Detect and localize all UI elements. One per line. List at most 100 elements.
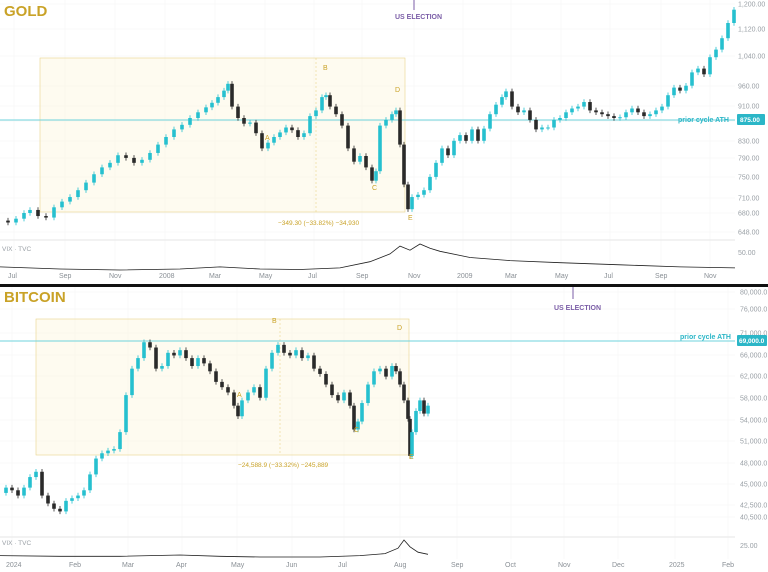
candle <box>290 124 294 133</box>
candle <box>70 495 74 504</box>
candle <box>458 132 462 144</box>
candle <box>188 115 192 128</box>
y-tick-label: 80,000.0 <box>740 290 767 297</box>
y-tick-label: 71,000.0 <box>740 331 767 338</box>
x-tick-label: Sep <box>655 273 668 280</box>
y-tick-label: 870.00 <box>738 119 760 126</box>
candle <box>398 368 402 388</box>
candle <box>196 109 200 121</box>
candle <box>440 145 444 166</box>
candle <box>446 145 450 158</box>
candle <box>58 506 62 515</box>
candle <box>172 126 176 140</box>
candle <box>494 101 498 117</box>
candle <box>312 352 316 372</box>
candle <box>226 384 230 396</box>
candle <box>576 103 580 112</box>
candle <box>92 171 96 186</box>
candle <box>418 397 422 414</box>
candle <box>410 194 414 212</box>
candle <box>348 389 352 409</box>
y-tick-label: 62,000.0 <box>740 374 767 381</box>
candle <box>148 150 152 163</box>
candle <box>294 347 298 359</box>
candle <box>546 124 550 131</box>
candle <box>28 207 32 216</box>
candle <box>324 371 328 388</box>
x-tick-label: 2008 <box>159 273 175 280</box>
wave-label-d: D <box>397 325 402 332</box>
candle <box>684 82 688 94</box>
x-tick-label: Dec <box>612 562 625 569</box>
candle <box>252 384 256 396</box>
y-tick-label: 680.00 <box>738 211 760 218</box>
candle <box>4 484 8 496</box>
candle <box>564 109 568 121</box>
candle <box>374 168 378 184</box>
candle <box>360 400 364 425</box>
candle <box>288 350 292 359</box>
candle <box>248 119 252 127</box>
candle <box>22 210 26 222</box>
candle <box>534 117 538 133</box>
candle <box>76 187 80 200</box>
candle <box>276 342 280 356</box>
candle <box>390 111 394 123</box>
candle <box>570 105 574 116</box>
candle <box>406 181 410 212</box>
candle <box>358 153 362 165</box>
candle <box>284 124 288 136</box>
candle <box>246 389 250 404</box>
y-tick-label: 76,000.0 <box>740 307 767 314</box>
x-tick-label: 2009 <box>457 273 473 280</box>
x-tick-label: Jul <box>308 273 317 280</box>
candle <box>384 117 388 129</box>
candle <box>34 469 38 480</box>
candle <box>482 125 486 144</box>
wave-label-a: A <box>237 392 242 399</box>
candle <box>648 111 652 119</box>
candle <box>240 397 244 420</box>
candle <box>164 134 168 148</box>
candle <box>540 124 544 133</box>
y-tick-label: 42,500.0 <box>740 503 767 510</box>
candle <box>406 397 410 422</box>
candle <box>44 213 48 221</box>
candle <box>416 192 420 200</box>
y-tick-label: 648.00 <box>738 230 760 237</box>
candle <box>106 447 110 457</box>
candle <box>612 113 616 121</box>
y-tick-label: 45,000.0 <box>740 482 767 489</box>
candle <box>464 132 468 144</box>
x-tick-label: Apr <box>176 562 188 569</box>
x-tick-label: Mar <box>209 273 222 280</box>
candle <box>714 46 718 60</box>
wave-label-c: C <box>372 185 377 192</box>
candle <box>236 402 240 420</box>
candle <box>394 363 398 375</box>
candle <box>190 355 194 369</box>
candle <box>272 134 276 146</box>
candle <box>22 484 26 499</box>
candle <box>202 355 206 367</box>
candle <box>422 187 426 198</box>
y-tick-label: 1,120.00 <box>738 27 765 34</box>
candle <box>378 365 382 375</box>
candle <box>64 498 68 515</box>
candle <box>204 104 208 116</box>
candle <box>100 164 104 177</box>
x-tick-label: May <box>555 273 569 280</box>
candle <box>470 126 474 144</box>
x-tick-label: Mar <box>122 562 135 569</box>
candle <box>184 347 188 361</box>
candle <box>84 179 88 193</box>
candle <box>618 114 622 121</box>
candle <box>414 408 418 435</box>
candle <box>726 20 730 41</box>
candle <box>118 429 122 452</box>
candle <box>328 92 332 110</box>
bitcoin-vix-line <box>0 539 429 558</box>
candle <box>708 54 712 78</box>
candle <box>390 363 394 380</box>
candle <box>372 368 376 388</box>
